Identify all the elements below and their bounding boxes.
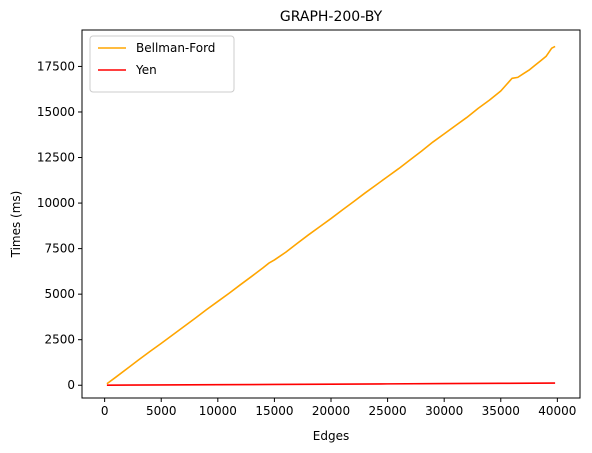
x-tick-label: 0 — [101, 404, 109, 418]
x-tick-label: 10000 — [199, 404, 237, 418]
legend: Bellman-Ford Yen — [89, 35, 235, 93]
series-line-bellman-ford — [106, 45, 556, 385]
y-tick-label: 0 — [67, 378, 75, 392]
y-axis-ticks: 0 2500 5000 7500 10000 12500 15000 17500 — [37, 59, 82, 392]
x-tick-label: 20000 — [312, 404, 350, 418]
x-tick-label: 15000 — [255, 404, 293, 418]
x-tick-label: 35000 — [482, 404, 520, 418]
y-tick-label: 12500 — [37, 151, 75, 165]
y-axis-label: Times (ms) — [9, 191, 23, 259]
x-axis-ticks: 0 5000 10000 15000 20000 25000 30000 35000 40000 — [101, 398, 576, 418]
x-axis-label: Edges — [313, 429, 349, 443]
x-tick-label: 5000 — [146, 404, 177, 418]
y-tick-label: 10000 — [37, 196, 75, 210]
x-tick-label: 30000 — [425, 404, 463, 418]
plot-lines — [106, 45, 556, 386]
legend-label: Bellman-Ford — [136, 41, 215, 55]
y-tick-label: 7500 — [44, 242, 75, 256]
legend-label: Yen — [135, 63, 157, 77]
legend-box — [89, 35, 235, 93]
y-tick-label: 17500 — [37, 59, 75, 73]
x-tick-label: 25000 — [368, 404, 406, 418]
y-tick-label: 2500 — [44, 333, 75, 347]
y-tick-label: 5000 — [44, 287, 75, 301]
y-tick-label: 15000 — [37, 105, 75, 119]
x-tick-label: 40000 — [538, 404, 576, 418]
series-line-yen — [106, 382, 556, 386]
chart-title: GRAPH-200-BY — [280, 9, 383, 25]
